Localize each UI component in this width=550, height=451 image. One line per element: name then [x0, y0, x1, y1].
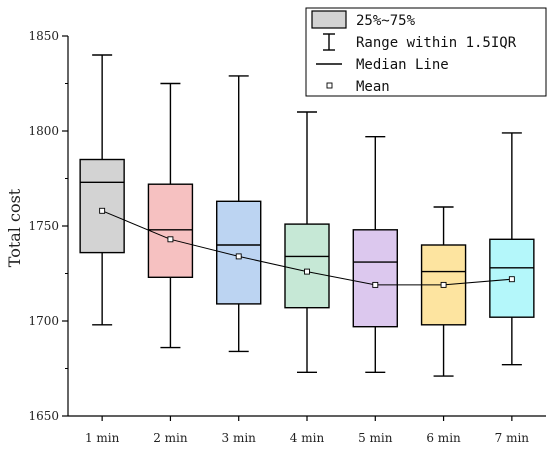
axes: 1650 1700 1750 1800 1850 1 min 2 min 3 min 4 min…: [28, 29, 546, 445]
x-tick-label: 4 min: [290, 431, 325, 445]
x-tick-label: 7 min: [495, 431, 530, 445]
mean-marker: [372, 281, 379, 288]
box-group-4: [284, 111, 330, 373]
box-group-2: [147, 82, 194, 349]
x-tick-label: 3 min: [222, 431, 257, 445]
legend: 25%~75% Range within 1.5IQR Median Line Mea…: [305, 7, 547, 97]
iqr-box: [147, 183, 194, 278]
box-group-1: [79, 54, 125, 326]
legend-whisker-label: Range within 1.5IQR: [356, 35, 517, 51]
iqr-box: [79, 158, 125, 254]
iqr-box: [352, 229, 398, 328]
x-tick-label: 1 min: [85, 431, 120, 445]
box-group-5: [352, 135, 398, 373]
legend-mean-label: Mean: [356, 79, 390, 95]
plot-area: [79, 54, 535, 377]
y-tick-label: 1800: [28, 124, 59, 138]
y-tick-label: 1650: [28, 409, 59, 423]
iqr-box: [284, 223, 330, 309]
mean-marker: [304, 268, 310, 275]
mean-marker: [440, 281, 447, 288]
y-axis-title: Total cost: [5, 188, 24, 267]
legend-box-label: 25%~75%: [356, 13, 416, 29]
legend-mean-swatch: [326, 82, 333, 89]
y-tick-label: 1700: [28, 314, 59, 328]
mean-marker: [99, 207, 106, 214]
mean-marker: [508, 276, 515, 283]
mean-marker: [167, 236, 174, 243]
x-tick-label: 2 min: [153, 431, 188, 445]
x-tick-label: 5 min: [358, 431, 393, 445]
legend-box-swatch: [311, 10, 347, 29]
x-tick-label: 6 min: [426, 431, 461, 445]
y-tick-label: 1750: [28, 219, 59, 233]
y-tick-label: 1850: [28, 29, 59, 43]
mean-marker: [235, 253, 242, 260]
legend-median-label: Median Line: [356, 57, 449, 73]
